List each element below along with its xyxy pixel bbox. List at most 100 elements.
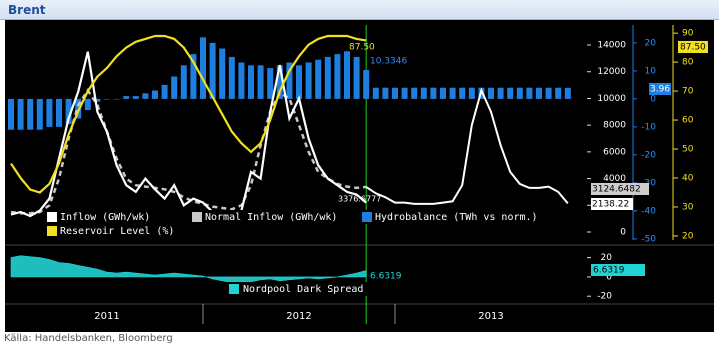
dark-spread-area	[10, 255, 367, 285]
hydrobalance-bar	[228, 56, 235, 99]
value-annotation: 6.6319	[593, 266, 625, 276]
y-tick-label: 0	[606, 272, 612, 282]
y-tick-label: 14000	[597, 41, 626, 51]
series-line	[10, 34, 367, 194]
hydrobalance-bar	[17, 98, 24, 130]
x-year-label: 2013	[478, 311, 503, 322]
value-annotation: 3376.6777	[338, 195, 381, 204]
hydrobalance-bar	[305, 62, 312, 99]
hydrobalance-bar	[497, 87, 504, 99]
hydrobalance-bar	[123, 96, 130, 99]
hydrobalance-bar	[392, 87, 398, 99]
hydrobalance-bar	[113, 98, 120, 100]
hydrobalance-bar	[27, 98, 34, 130]
hydrobalance-bar	[353, 56, 360, 99]
hydrobalance-bar	[94, 98, 101, 102]
y-tick-label: 20	[601, 253, 613, 263]
y-tick-label: 4000	[603, 174, 626, 184]
y3-tick-label: 30	[682, 202, 694, 212]
y3-tick-label: 50	[682, 145, 694, 155]
value-annotation: 3.96	[650, 85, 670, 95]
hydrobalance-bar	[459, 87, 466, 99]
legend-box	[45, 224, 177, 238]
header-bar: Brent	[0, 0, 719, 20]
hydrobalance-bar	[209, 42, 216, 99]
y3-tick-label: 80	[682, 58, 694, 68]
y2-tick-label: -40	[641, 206, 656, 216]
y-tick-label: -20	[597, 292, 612, 302]
hydrobalance-bar	[526, 87, 533, 99]
hydrobalance-bar	[440, 87, 446, 99]
legend-label: Normal Inflow (GWh/wk)	[205, 212, 337, 223]
legend-swatch	[362, 212, 372, 222]
source-note: Källa: Handelsbanken, Bloomberg	[4, 333, 173, 344]
value-tag	[591, 264, 645, 276]
legend-label: Reservoir Level (%)	[60, 226, 174, 237]
legend-label: Hydrobalance (TWh vs norm.)	[375, 212, 538, 223]
hydrobalance-bar	[36, 98, 43, 130]
y2-tick-label: -20	[641, 150, 656, 160]
hydrobalance-bar	[516, 87, 523, 99]
legend-box	[360, 210, 538, 224]
hydrobalance-bar	[296, 65, 302, 99]
legend-swatch	[229, 284, 239, 294]
hydrobalance-bar	[276, 65, 283, 99]
hydrobalance-bar	[257, 65, 264, 99]
y3-tick-label: 40	[682, 173, 694, 183]
hydrobalance-bar	[8, 98, 14, 130]
hydrobalance-bar	[545, 87, 552, 99]
y-tick-label: 12000	[597, 67, 626, 77]
hydrobalance-bar	[315, 59, 322, 99]
y2-tick-label: 0	[650, 94, 656, 104]
value-annotation: 6.6319	[370, 272, 402, 282]
normal-inflow-line	[10, 88, 367, 215]
legend-swatch	[47, 212, 57, 222]
x-year-label: 2011	[94, 311, 119, 322]
hydrobalance-bar	[324, 56, 331, 99]
hydrobalance-bar	[334, 54, 341, 99]
legend-box	[190, 210, 348, 224]
header-title: Brent	[8, 3, 46, 17]
hydrobalance-bar	[267, 68, 274, 99]
hydrobalance-bar	[564, 87, 571, 99]
value-annotation: 87.50	[680, 43, 706, 53]
hydrobalance-bar	[200, 37, 206, 99]
hydrobalance-bar	[56, 98, 62, 127]
hydrobalance-bar	[65, 98, 72, 125]
hydrobalance-bar	[536, 87, 542, 99]
value-annotation: 87.50	[349, 43, 375, 53]
hydrobalance-bar	[382, 87, 389, 99]
y3-tick-label: 70	[682, 87, 694, 97]
y2-tick-label: 10	[645, 66, 657, 76]
legend-swatch	[192, 212, 202, 222]
legend-box	[45, 210, 165, 224]
y-tick-label: 0	[620, 227, 626, 237]
hydrobalance-bar	[507, 87, 514, 99]
value-tag	[591, 183, 649, 195]
hydrobalance-bar	[75, 98, 82, 119]
hydrobalance-bar	[161, 84, 168, 99]
hydrobalance-bar	[401, 87, 408, 99]
legend-box	[226, 282, 371, 296]
value-annotation: 10.3346	[370, 57, 407, 67]
value-tag	[678, 41, 708, 53]
y2-tick-label: -50	[641, 234, 656, 244]
hydrobalance-bar	[152, 90, 158, 99]
hydrobalance-bar	[411, 87, 418, 99]
y2-tick-label: 20	[645, 38, 657, 48]
y-tick-label: 8000	[603, 121, 626, 131]
value-tag	[591, 198, 633, 210]
hydrobalance-bar	[84, 98, 91, 111]
hydrobalance-bar	[219, 48, 226, 99]
x-year-label: 2012	[286, 311, 311, 322]
legend-label: Inflow (GWh/wk)	[60, 212, 150, 223]
hydrobalance-bar	[132, 96, 139, 99]
hydrobalance-bar	[286, 62, 293, 99]
hydrobalance-bar	[449, 87, 456, 99]
hydrobalance-bar	[190, 54, 197, 99]
legend-swatch	[47, 226, 57, 236]
series-line	[10, 51, 367, 218]
hydrobalance-bar	[180, 65, 187, 99]
y3-tick-label: 90	[682, 29, 694, 39]
hydrobalance-bar	[238, 62, 245, 99]
